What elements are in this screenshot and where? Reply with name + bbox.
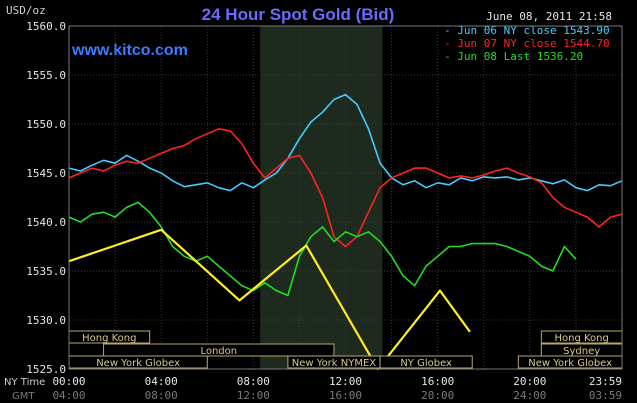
market-session-bar [379, 355, 473, 369]
x-tick-label-gmt: 16:00 [329, 389, 362, 402]
x-tick-label-ny: 08:00 [237, 375, 270, 388]
market-session-label: London [200, 346, 237, 357]
x-tick-label-ny: 04:00 [145, 375, 178, 388]
x-tick-label-ny: 16:00 [421, 375, 454, 388]
axis-labels: 1525.0 1530.0 1535.0 1540.0 1545.0 1550.0 1555… [4, 20, 622, 402]
chart-datetime: June 08, 2011 21:58 [486, 10, 612, 23]
series-line-yellow [68, 228, 471, 371]
market-session-bar [103, 343, 335, 357]
ny-time-label: NY Time [4, 377, 45, 388]
y-axis-unit: USD/oz [6, 4, 46, 17]
y-tick-label: 1550.0 [26, 118, 66, 131]
x-tick-label-gmt: 04:00 [52, 389, 85, 402]
gmt-label: GMT [12, 391, 35, 402]
price-series [68, 93, 623, 371]
legend-entry: - Jun 07 NY close 1544.70 [444, 37, 610, 50]
y-tick-label: 1555.0 [26, 69, 66, 82]
website-label: www.kitco.com [71, 42, 188, 59]
x-tick-label-ny: 00:00 [52, 375, 85, 388]
market-session-label: New York Globex [96, 358, 180, 369]
x-tick-label-ny: 20:00 [513, 375, 546, 388]
legend-entry: - Jun 08 Last 1536.20 [444, 50, 583, 63]
y-tick-label: 1535.0 [26, 265, 66, 278]
x-tick-label-gmt: 20:00 [421, 389, 454, 402]
y-tick-label: 1525.0 [26, 363, 66, 376]
chart-title: 24 Hour Spot Gold (Bid) [202, 5, 395, 24]
market-hours-shading [260, 26, 383, 369]
series-line-jun06 [68, 93, 623, 192]
y-tick-label: 1540.0 [26, 216, 66, 229]
x-tick-label-ny: 12:00 [329, 375, 362, 388]
x-tick-label-gmt: 03:59 [589, 389, 622, 402]
shaded-session-region [260, 26, 383, 369]
x-tick-label-gmt: 08:00 [145, 389, 178, 402]
x-tick-label-gmt: 24:00 [513, 389, 546, 402]
x-tick-label-gmt: 12:00 [237, 389, 270, 402]
y-tick-label: 1530.0 [26, 314, 66, 327]
market-session-label: Sydney [563, 346, 600, 357]
market-session-label: Hong Kong [82, 333, 136, 344]
series-line-jun07 [68, 128, 623, 248]
y-tick-label: 1545.0 [26, 167, 66, 180]
legend-entry: - Jun 06 NY close 1543.90 [444, 24, 610, 37]
y-tick-label: 1560.0 [26, 20, 66, 33]
market-session-label: NY Globex [400, 358, 452, 369]
legend: - Jun 06 NY close 1543.90- Jun 07 NY clo… [444, 24, 610, 63]
market-session-label: New York Globex [528, 358, 612, 369]
market-session-label: New York NYMEX [292, 358, 377, 369]
plot-area-border [68, 25, 623, 370]
series-line-jun08 [68, 201, 577, 297]
x-tick-label-ny: 23:59 [589, 375, 622, 388]
market-session-label: Hong Kong [554, 333, 608, 344]
